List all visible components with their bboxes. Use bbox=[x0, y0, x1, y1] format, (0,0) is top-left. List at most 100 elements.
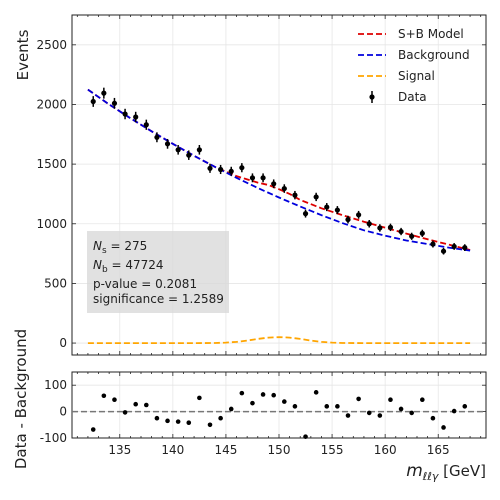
data-point bbox=[260, 175, 266, 181]
legend: S+B Model Background Signal Data bbox=[358, 27, 470, 104]
residual-point bbox=[250, 400, 255, 406]
residual-point bbox=[356, 396, 361, 402]
legend-marker-point bbox=[369, 94, 375, 100]
residual-point bbox=[239, 390, 245, 396]
data-point bbox=[133, 114, 139, 120]
residual-point bbox=[90, 427, 96, 432]
residual-point bbox=[377, 413, 383, 418]
legend-label: S+B Model bbox=[398, 27, 464, 41]
data-point bbox=[366, 221, 372, 227]
residual-point bbox=[112, 397, 117, 403]
residual-ytick-label: 100 bbox=[44, 378, 67, 392]
residual-point bbox=[335, 404, 340, 409]
data-point bbox=[239, 165, 245, 171]
residual-xtick-label: 145 bbox=[214, 443, 237, 457]
data-point bbox=[122, 111, 128, 117]
data-point bbox=[249, 175, 256, 181]
residual-point bbox=[122, 410, 128, 415]
data-point bbox=[101, 90, 107, 96]
residual-point bbox=[260, 392, 266, 397]
residual-panel: -100 0 100 135 140 145 150 155 160 165 bbox=[40, 371, 487, 457]
data-point bbox=[228, 168, 234, 174]
main-ytick-label: 2000 bbox=[36, 97, 67, 111]
data-point bbox=[164, 141, 171, 147]
series-line-signal bbox=[87, 336, 471, 344]
residual-xtick-label: 150 bbox=[268, 443, 291, 457]
residual-xtick-label: 155 bbox=[321, 443, 344, 457]
main-ytick-label: 2500 bbox=[36, 38, 67, 52]
data-point bbox=[196, 147, 202, 153]
stats-nb: Nb = 47724 bbox=[93, 258, 164, 275]
residual-point bbox=[420, 397, 425, 403]
residual-point bbox=[197, 395, 202, 401]
data-point bbox=[409, 233, 415, 239]
residual-point bbox=[313, 390, 319, 395]
residual-xtick-label: 140 bbox=[161, 443, 184, 457]
residual-point bbox=[165, 418, 170, 424]
data-point bbox=[313, 194, 319, 200]
residual-point bbox=[462, 404, 468, 409]
residual-point bbox=[451, 408, 457, 414]
legend-label: Background bbox=[398, 48, 470, 62]
x-axis-label: mℓℓγ [GeV] bbox=[406, 461, 486, 483]
data-point bbox=[430, 241, 436, 247]
stats-box bbox=[87, 231, 229, 313]
residual-point bbox=[228, 406, 234, 412]
data-point bbox=[302, 211, 309, 217]
main-ytick-label: 0 bbox=[59, 336, 67, 350]
residual-point bbox=[366, 410, 372, 416]
residual-point bbox=[430, 415, 436, 421]
data-point bbox=[398, 228, 404, 235]
residual-xtick-label: 135 bbox=[108, 443, 131, 457]
data-point bbox=[186, 152, 192, 158]
residual-point bbox=[154, 415, 160, 421]
data-point bbox=[462, 245, 468, 251]
residual-point bbox=[218, 415, 223, 421]
residual-point bbox=[207, 422, 213, 428]
residual-ytick-label: 0 bbox=[59, 405, 67, 419]
residual-point bbox=[345, 413, 351, 418]
stats-pvalue: p-value = 0.2081 bbox=[93, 277, 197, 291]
data-point bbox=[345, 216, 351, 223]
data-point bbox=[356, 212, 362, 218]
main-ytick-label: 1000 bbox=[36, 217, 67, 231]
data-point bbox=[207, 165, 213, 171]
data-point bbox=[218, 166, 224, 173]
residual-point bbox=[282, 399, 287, 404]
data-point bbox=[271, 181, 277, 187]
main-ytick-label: 1500 bbox=[36, 157, 67, 171]
data-point bbox=[440, 248, 447, 254]
residual-ytick-label: -100 bbox=[40, 431, 67, 445]
stats-ns: Ns = 275 bbox=[93, 239, 147, 256]
data-point bbox=[419, 230, 425, 236]
data-point bbox=[451, 243, 457, 250]
data-point bbox=[143, 122, 149, 128]
residual-point bbox=[186, 420, 192, 425]
residual-point bbox=[133, 401, 138, 407]
legend-label: Data bbox=[398, 90, 427, 104]
data-point bbox=[292, 192, 298, 198]
series-line-background bbox=[87, 88, 471, 252]
residual-point bbox=[271, 392, 276, 398]
data-point bbox=[111, 100, 118, 106]
residual-point bbox=[292, 404, 298, 409]
residual-point bbox=[303, 434, 308, 439]
data-point bbox=[154, 134, 160, 140]
axis-labels: Events Data - Background mℓℓγ [GeV] bbox=[12, 29, 486, 483]
residual-point bbox=[324, 404, 330, 409]
residual-point bbox=[409, 410, 414, 416]
data-point bbox=[377, 225, 383, 231]
main-ytick-label: 500 bbox=[44, 276, 67, 290]
stats-annotation-box: Ns = 275 Nb = 47724 p-value = 0.2081signif… bbox=[87, 231, 229, 313]
residual-xtick-label: 165 bbox=[427, 443, 450, 457]
data-point bbox=[90, 98, 96, 105]
data-point bbox=[387, 224, 394, 230]
main-panel: 0 500 1000 1500 2000 2500 bbox=[36, 14, 487, 356]
data-point bbox=[324, 204, 330, 210]
residual-point bbox=[398, 406, 404, 412]
y-axis-label-residual: Data - Background bbox=[12, 329, 30, 469]
residual-point bbox=[175, 419, 181, 424]
data-point bbox=[175, 147, 181, 153]
residual-point bbox=[144, 402, 149, 408]
